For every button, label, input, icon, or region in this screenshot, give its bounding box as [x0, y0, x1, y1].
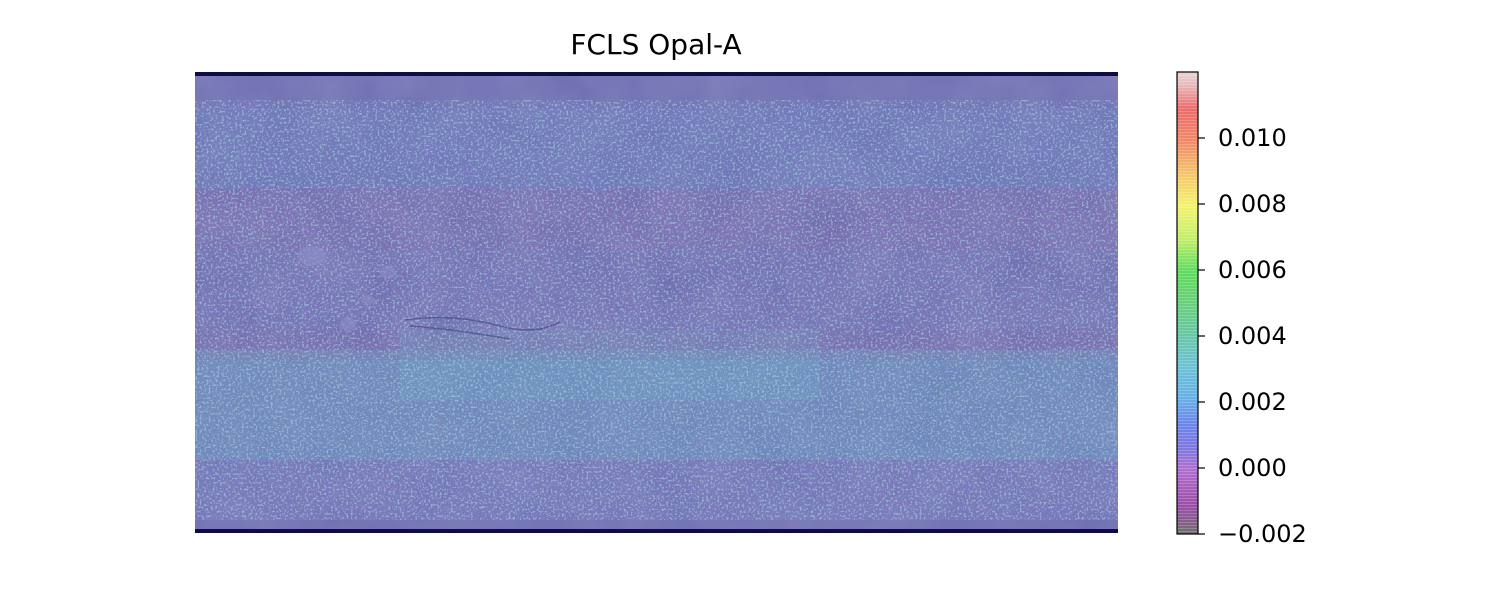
- chart-title: FCLS Opal-A: [570, 28, 741, 61]
- speckle-red: [195, 190, 1118, 510]
- colorbar-ticks: −0.002 0.000 0.002 0.004 0.006 0.008 0.010: [1198, 124, 1307, 548]
- colorbar-tick-label: 0.008: [1218, 190, 1287, 218]
- volcano-features: [298, 246, 396, 331]
- south-border: [195, 529, 1118, 533]
- map-plot-area: [195, 72, 1118, 533]
- north-border: [195, 72, 1118, 76]
- colorbar-tick-label: 0.000: [1218, 454, 1287, 482]
- colorbar-tick-label: 0.004: [1218, 322, 1287, 350]
- colorbar-tick-label: −0.002: [1218, 520, 1307, 548]
- canyon-feature: [404, 316, 561, 340]
- colorbar-stripes: [1177, 72, 1198, 534]
- colorbar-tick-label: 0.006: [1218, 256, 1287, 284]
- colorbar-tick-label: 0.002: [1218, 388, 1287, 416]
- colorbar-frame: [1176, 71, 1199, 535]
- colorbar-tick-label: 0.010: [1218, 124, 1287, 152]
- colorbar: −0.002 0.000 0.002 0.004 0.006 0.008 0.010: [1176, 71, 1307, 548]
